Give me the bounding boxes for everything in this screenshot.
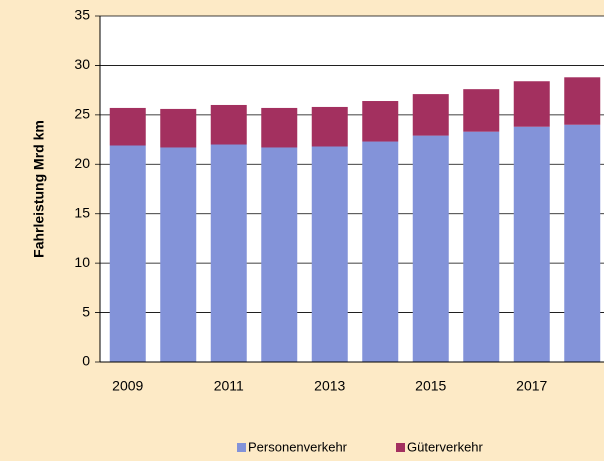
x-tick-label: 2013 bbox=[314, 378, 345, 394]
bar-segment bbox=[261, 107, 298, 148]
y-tick-label: 0 bbox=[82, 353, 90, 369]
y-tick-label: 25 bbox=[74, 106, 90, 122]
legend-swatch bbox=[396, 443, 405, 452]
bar-segment bbox=[311, 146, 348, 362]
y-tick-label: 5 bbox=[82, 303, 90, 319]
bar-segment bbox=[160, 108, 197, 148]
bar-segment bbox=[564, 77, 601, 125]
legend-swatch bbox=[237, 443, 246, 452]
y-tick-label: 35 bbox=[74, 7, 90, 23]
x-tick-label: 2015 bbox=[415, 378, 446, 394]
bar-segment bbox=[311, 106, 348, 147]
bar-segment bbox=[261, 147, 298, 362]
bar-segment bbox=[362, 101, 399, 142]
bar-segment bbox=[463, 131, 500, 362]
y-tick-label: 30 bbox=[74, 56, 90, 72]
bar-segment bbox=[463, 89, 500, 132]
bar-segment bbox=[362, 141, 399, 362]
y-tick-label: 20 bbox=[74, 155, 90, 171]
y-axis-label: Fahrleistung Mrd km bbox=[31, 120, 47, 258]
bar-segment bbox=[160, 147, 197, 362]
y-tick-label: 10 bbox=[74, 254, 90, 270]
legend-label: Personenverkehr bbox=[248, 439, 348, 454]
bar-segment bbox=[109, 145, 146, 362]
bar-segment bbox=[564, 124, 601, 362]
bar-segment bbox=[109, 107, 146, 146]
bar-segment bbox=[513, 81, 550, 127]
legend-label: Güterverkehr bbox=[407, 439, 484, 454]
x-tick-label: 2017 bbox=[516, 378, 547, 394]
x-tick-label: 2011 bbox=[214, 378, 244, 394]
bar-segment bbox=[210, 144, 247, 362]
bar-segment bbox=[412, 135, 449, 362]
bar-segment bbox=[210, 104, 247, 145]
bar-segment bbox=[513, 126, 550, 362]
y-tick-label: 15 bbox=[74, 204, 90, 220]
x-tick-label: 2009 bbox=[112, 378, 143, 394]
bar-segment bbox=[412, 94, 449, 136]
